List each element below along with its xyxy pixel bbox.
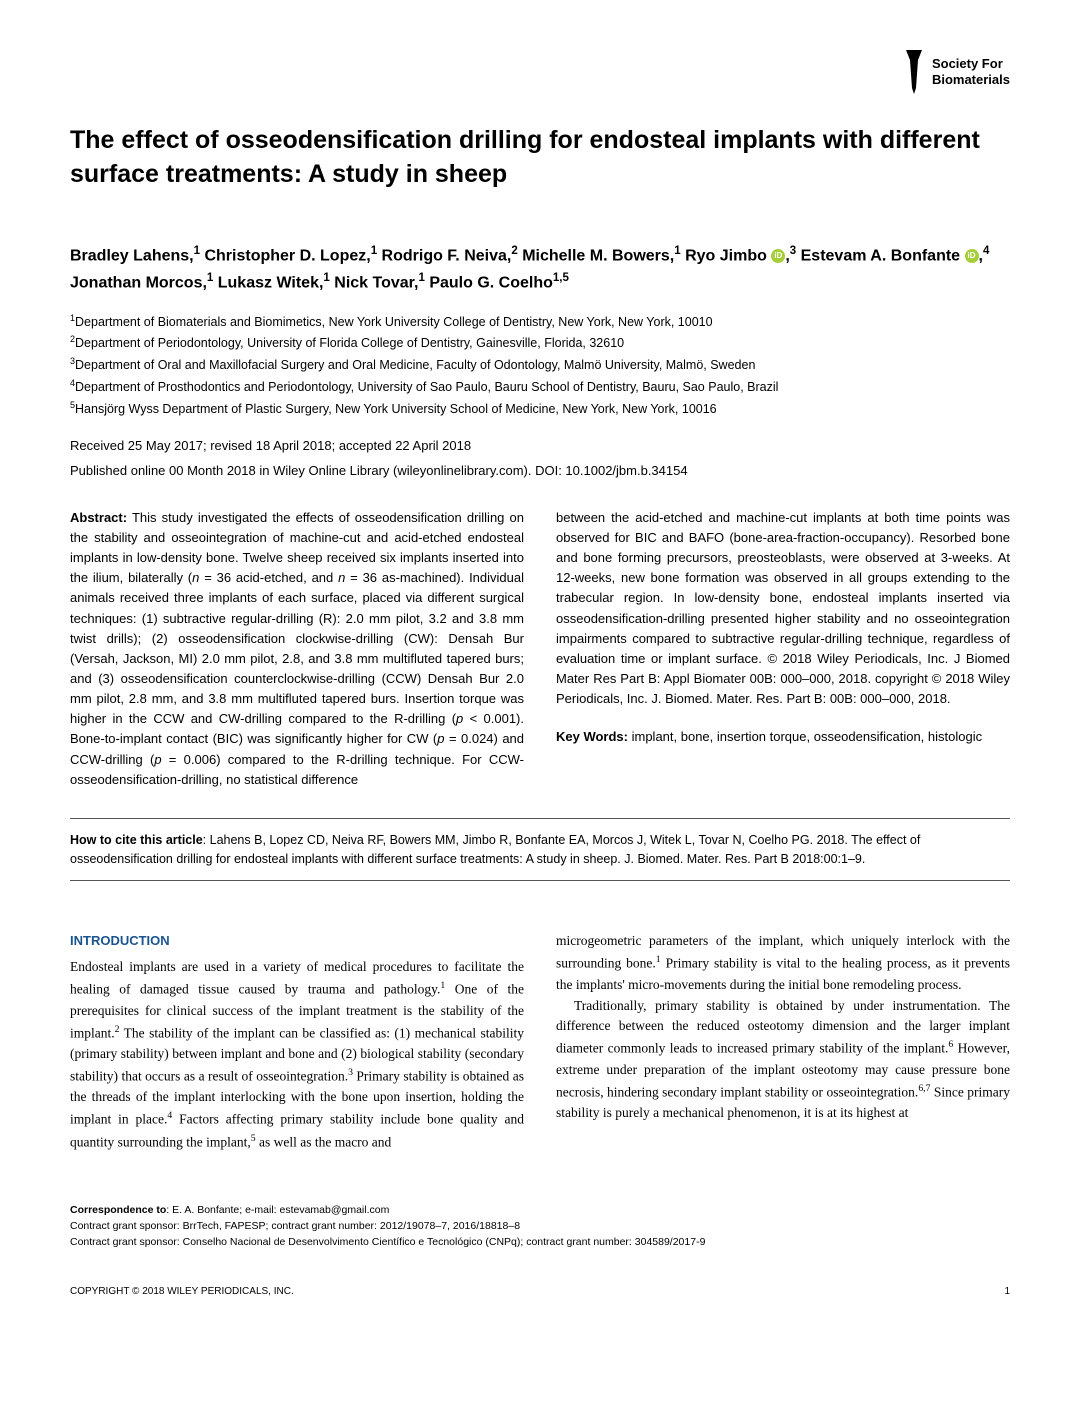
intro-paragraph-3: Traditionally, primary stability is obta… — [556, 996, 1010, 1125]
keywords-text: implant, bone, insertion torque, osseode… — [628, 729, 982, 744]
grant-1: Contract grant sponsor: BrrTech, FAPESP;… — [70, 1219, 1010, 1235]
logo-line1: Society For — [932, 56, 1003, 71]
affiliation-2: 2Department of Periodontology, Universit… — [70, 332, 1010, 354]
copyright-text: COPYRIGHT © 2018 WILEY PERIODICALS, INC. — [70, 1285, 294, 1299]
affiliation-1: 1Department of Biomaterials and Biomimet… — [70, 311, 1010, 333]
intro-column-right: microgeometric parameters of the implant… — [556, 931, 1010, 1153]
abstract-label: Abstract: — [70, 510, 127, 525]
abstract-text-2: between the acid-etched and machine-cut … — [556, 508, 1010, 709]
abstract-section: Abstract: This study investigated the ef… — [70, 508, 1010, 790]
received-dates: Received 25 May 2017; revised 18 April 2… — [70, 437, 1010, 455]
article-title: The effect of osseodensification drillin… — [70, 124, 1010, 192]
intro-paragraph-2: microgeometric parameters of the implant… — [556, 931, 1010, 995]
keywords-label: Key Words: — [556, 729, 628, 744]
abstract-column-left: Abstract: This study investigated the ef… — [70, 508, 524, 790]
logo-line2: Biomaterials — [932, 72, 1010, 87]
correspondence-label: Correspondence to — [70, 1204, 166, 1216]
footer-correspondence: Correspondence to: E. A. Bonfante; e-mai… — [70, 1203, 1010, 1250]
journal-logo: Society For Biomaterials — [70, 50, 1010, 94]
orcid-icon — [771, 249, 785, 263]
affiliation-5: 5Hansjörg Wyss Department of Plastic Sur… — [70, 398, 1010, 420]
page-number: 1 — [1004, 1285, 1010, 1299]
intro-column-left: INTRODUCTION Endosteal implants are used… — [70, 931, 524, 1153]
page-footer: COPYRIGHT © 2018 WILEY PERIODICALS, INC.… — [70, 1285, 1010, 1299]
published-info: Published online 00 Month 2018 in Wiley … — [70, 462, 1010, 480]
introduction-section: INTRODUCTION Endosteal implants are used… — [70, 931, 1010, 1153]
correspondence-text: : E. A. Bonfante; e-mail: estevamab@gmai… — [166, 1204, 389, 1216]
affiliation-3: 3Department of Oral and Maxillofacial Su… — [70, 354, 1010, 376]
abstract-column-right: between the acid-etched and machine-cut … — [556, 508, 1010, 790]
intro-heading: INTRODUCTION — [70, 931, 524, 951]
citation-box: How to cite this article: Lahens B, Lope… — [70, 818, 1010, 882]
citation-label: How to cite this article — [70, 833, 203, 847]
grant-2: Contract grant sponsor: Conselho Naciona… — [70, 1235, 1010, 1251]
orcid-icon — [965, 249, 979, 263]
authors-list: Bradley Lahens,1 Christopher D. Lopez,1 … — [70, 242, 1010, 297]
affiliation-4: 4Department of Prosthodontics and Period… — [70, 376, 1010, 398]
affiliations-list: 1Department of Biomaterials and Biomimet… — [70, 311, 1010, 420]
intro-paragraph-1: Endosteal implants are used in a variety… — [70, 957, 524, 1153]
abstract-text-1: This study investigated the effects of o… — [70, 510, 524, 787]
